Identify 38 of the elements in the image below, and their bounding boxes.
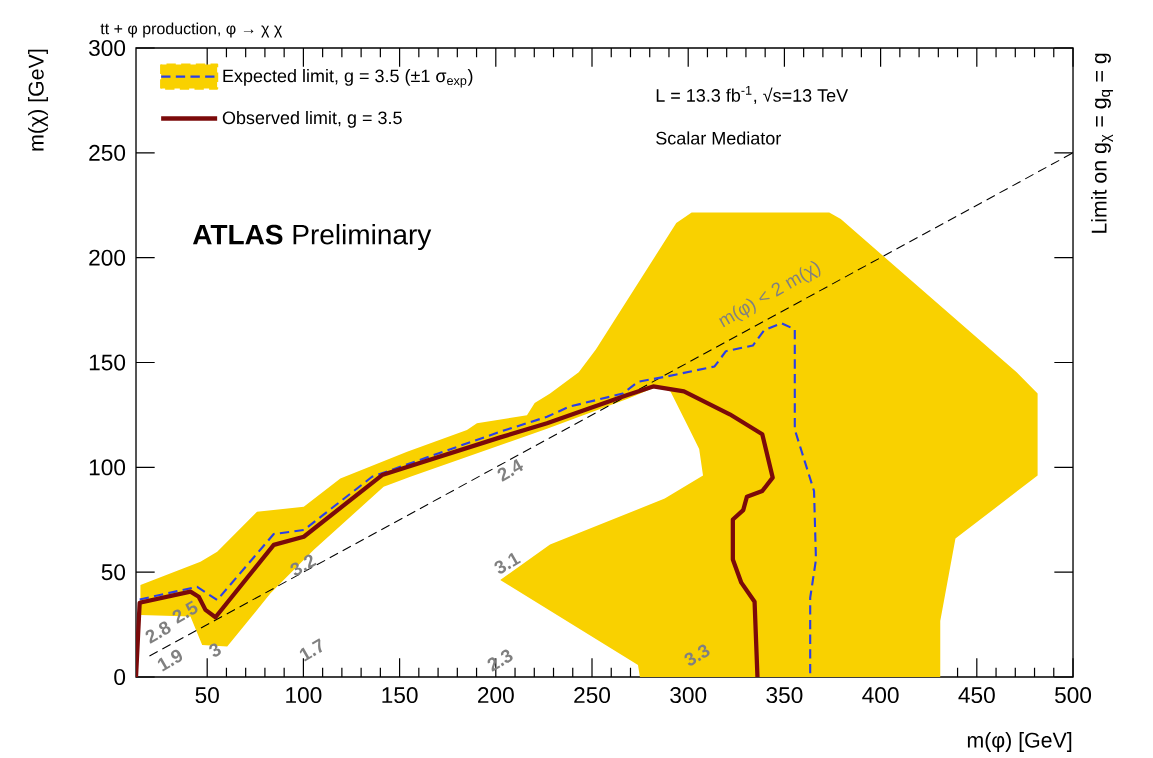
y-tick-label: 100: [89, 459, 126, 476]
x-tick-label: 450: [958, 687, 995, 704]
y-tick-label: 50: [101, 564, 126, 581]
x-tick-label: 400: [862, 687, 899, 704]
annotation: Scalar Mediator: [656, 131, 781, 145]
annotation: 2.4: [497, 458, 524, 482]
x-tick-label: 50: [195, 687, 219, 704]
y-tick-label: 200: [89, 249, 126, 266]
annotation: m(φ) < 2 m(χ): [718, 261, 821, 328]
annotation: ATLAS Preliminary: [192, 223, 432, 251]
annotation: 3.3: [684, 644, 710, 666]
legend-label: Observed limit, g = 3.5: [222, 110, 402, 128]
x-tick-label: 200: [478, 687, 514, 704]
line-series: [136, 384, 775, 677]
annotation: 2.3: [487, 649, 513, 672]
y-tick-label: 300: [89, 39, 126, 57]
x-tick-label: 100: [286, 687, 322, 704]
y-tick-label: 0: [114, 668, 126, 686]
x-tick-label: 300: [670, 687, 707, 704]
annotation: 3: [209, 643, 221, 657]
y-tick-label: 250: [89, 144, 126, 161]
annotation: 1.9: [157, 649, 183, 672]
annotation: 2.8: [145, 621, 171, 644]
x-tick-label: 250: [574, 687, 611, 704]
annotation: 1.7: [299, 638, 323, 662]
legend-label: Expected limit, g = 3.5 (±1 σ$_{exp}$): [223, 69, 473, 88]
annotation: 3.2: [290, 554, 317, 576]
x-tick-label: 150: [382, 687, 418, 704]
x-tick-label: 500: [1055, 687, 1092, 704]
x-tick-label: 350: [766, 687, 803, 704]
y-tick-label: 150: [89, 354, 126, 371]
chart-title: tt + φ production, φ → χ χ: [100, 22, 283, 38]
y2-axis-title: Limit on g$_{χ}$ = g$_{q}$ = g: [1091, 53, 1114, 233]
x-axis-title: m(φ) [GeV]: [967, 732, 1072, 752]
annotation: L = 13.3 fb$^{-1}$, √s=13 TeV: [656, 86, 849, 104]
y-axis-title: m(χ) [GeV]: [28, 49, 48, 151]
annotation: 2.5: [172, 600, 198, 624]
annotation: 3.1: [494, 552, 522, 574]
